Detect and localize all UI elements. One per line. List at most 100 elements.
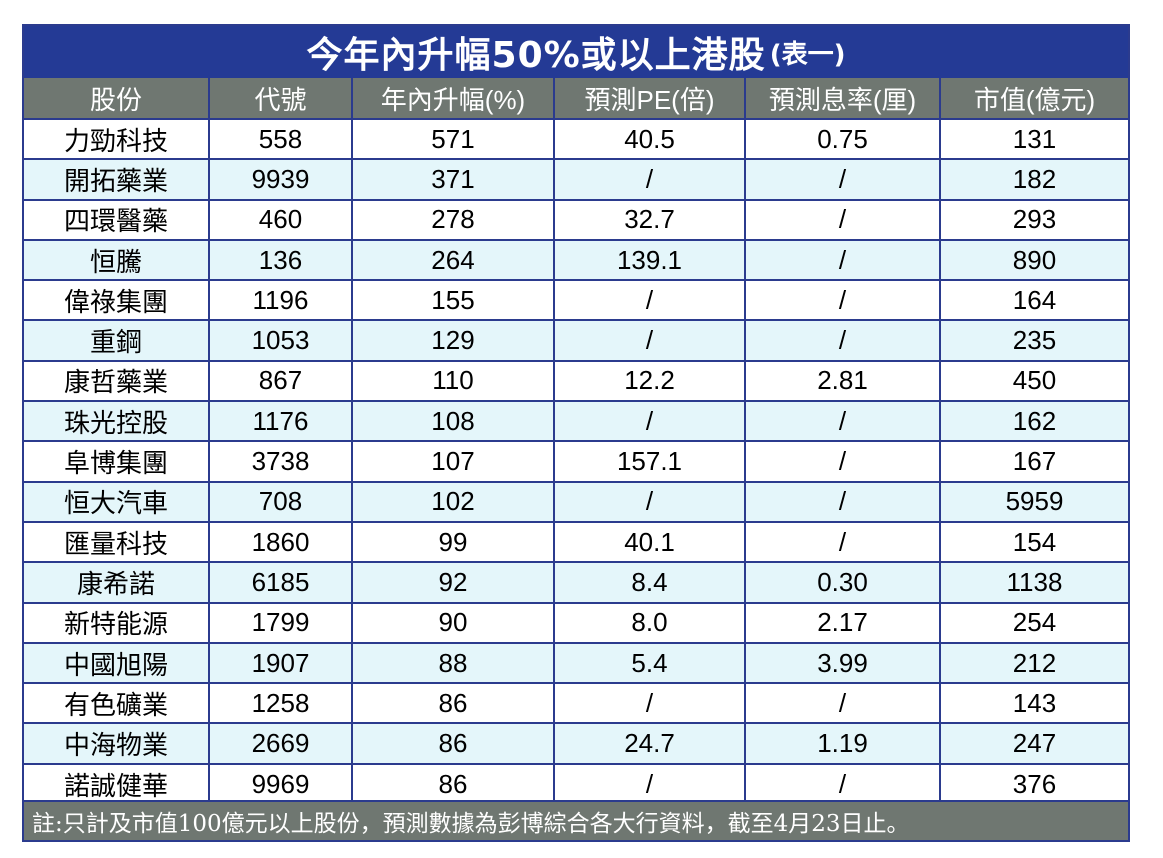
- cell-stock-name: 珠光控股: [24, 400, 209, 442]
- cell-code: 1053: [208, 319, 352, 361]
- table-row: 匯量科技 1860 99 40.1/154: [24, 520, 1128, 563]
- column-header-pe: 預測PE(倍): [553, 78, 745, 119]
- table-row: 有色礦業 1258 86//143: [24, 682, 1128, 724]
- cell-market-cap: 131: [939, 117, 1128, 160]
- cell-yield: /: [744, 198, 940, 240]
- cell-stock-name: 重鋼: [24, 319, 209, 361]
- cell-gain: 102: [351, 480, 554, 522]
- cell-pe: /: [553, 279, 745, 321]
- cell-yield: /: [744, 279, 940, 321]
- cell-yield: /: [744, 319, 940, 361]
- cell-gain: 88: [351, 641, 554, 684]
- cell-code: 1176: [208, 400, 352, 442]
- cell-stock-name: 中海物業: [24, 722, 209, 764]
- table-row: 康哲藥業 867 110 12.2 2.81 450: [24, 359, 1128, 402]
- cell-code: 3738: [208, 440, 352, 482]
- table-row: 力勁科技 558 571 40.5 0.75 131: [24, 117, 1128, 160]
- cell-stock-name: 偉祿集團: [24, 279, 209, 321]
- cell-market-cap: 235: [939, 319, 1128, 361]
- cell-market-cap: 450: [939, 359, 1128, 402]
- cell-market-cap: 1138: [939, 561, 1128, 603]
- table-row: 中海物業 2669 86 24.7 1.19 247: [24, 722, 1128, 764]
- stock-table: 股份 代號 年內升幅(%) 預測PE(倍) 預測息率(厘) 市值(億元) 力勁科…: [24, 78, 1128, 805]
- cell-gain: 129: [351, 319, 554, 361]
- cell-market-cap: 167: [939, 440, 1128, 482]
- cell-market-cap: 5959: [939, 480, 1128, 522]
- cell-yield: /: [744, 440, 940, 482]
- cell-yield: /: [744, 520, 940, 563]
- cell-code: 9939: [208, 158, 352, 200]
- table-row: 開拓藥業 9939 371//182: [24, 158, 1128, 200]
- title-bar: 今年內升幅50%或以上港股 (表一): [24, 26, 1128, 78]
- column-header-gain: 年內升幅(%): [351, 78, 554, 119]
- cell-code: 558: [208, 117, 352, 160]
- cell-stock-name: 力勁科技: [24, 117, 209, 160]
- cell-market-cap: 162: [939, 400, 1128, 442]
- cell-pe: 8.0: [553, 601, 745, 643]
- cell-pe: 40.5: [553, 117, 745, 160]
- cell-pe: /: [553, 682, 745, 724]
- table-row: 重鋼 1053 129//235: [24, 319, 1128, 361]
- cell-yield: 2.81: [744, 359, 940, 402]
- cell-yield: /: [744, 400, 940, 442]
- cell-market-cap: 143: [939, 682, 1128, 724]
- cell-pe: /: [553, 480, 745, 522]
- cell-code: 9969: [208, 762, 352, 805]
- table-row: 偉祿集團 1196 155//164: [24, 279, 1128, 321]
- cell-market-cap: 890: [939, 238, 1128, 281]
- cell-code: 1860: [208, 520, 352, 563]
- table-row: 珠光控股 1176 108//162: [24, 400, 1128, 442]
- cell-pe: 32.7: [553, 198, 745, 240]
- cell-gain: 90: [351, 601, 554, 643]
- cell-code: 1799: [208, 601, 352, 643]
- cell-pe: 157.1: [553, 440, 745, 482]
- cell-stock-name: 康希諾: [24, 561, 209, 603]
- column-header-yield: 預測息率(厘): [744, 78, 940, 119]
- stock-table-frame: 今年內升幅50%或以上港股 (表一) 股份 代號 年內升幅(%) 預測PE(倍)…: [22, 24, 1130, 842]
- table-header: 股份 代號 年內升幅(%) 預測PE(倍) 預測息率(厘) 市值(億元): [24, 78, 1128, 119]
- cell-stock-name: 中國旭陽: [24, 641, 209, 684]
- cell-stock-name: 匯量科技: [24, 520, 209, 563]
- table-row: 恒大汽車 708 102//5959: [24, 480, 1128, 522]
- cell-pe: 24.7: [553, 722, 745, 764]
- cell-stock-name: 有色礦業: [24, 682, 209, 724]
- cell-code: 136: [208, 238, 352, 281]
- cell-yield: 1.19: [744, 722, 940, 764]
- cell-yield: /: [744, 238, 940, 281]
- cell-pe: /: [553, 319, 745, 361]
- cell-gain: 155: [351, 279, 554, 321]
- cell-yield: 0.75: [744, 117, 940, 160]
- table-row: 新特能源 1799 90 8.0 2.17 254: [24, 601, 1128, 643]
- cell-gain: 92: [351, 561, 554, 603]
- cell-pe: 40.1: [553, 520, 745, 563]
- cell-gain: 99: [351, 520, 554, 563]
- cell-pe: 5.4: [553, 641, 745, 684]
- cell-pe: /: [553, 400, 745, 442]
- cell-market-cap: 247: [939, 722, 1128, 764]
- cell-stock-name: 開拓藥業: [24, 158, 209, 200]
- cell-pe: 12.2: [553, 359, 745, 402]
- cell-yield: /: [744, 158, 940, 200]
- cell-yield: /: [744, 762, 940, 805]
- table-subtitle: (表一): [769, 39, 846, 70]
- cell-market-cap: 293: [939, 198, 1128, 240]
- cell-market-cap: 376: [939, 762, 1128, 805]
- cell-code: 6185: [208, 561, 352, 603]
- cell-gain: 107: [351, 440, 554, 482]
- column-header-stock: 股份: [24, 78, 209, 119]
- cell-stock-name: 諾誠健華: [24, 762, 209, 805]
- table-row: 中國旭陽 1907 88 5.4 3.99 212: [24, 641, 1128, 684]
- cell-gain: 371: [351, 158, 554, 200]
- cell-stock-name: 新特能源: [24, 601, 209, 643]
- cell-gain: 278: [351, 198, 554, 240]
- table-row: 阜博集團 3738 107 157.1/167: [24, 440, 1128, 482]
- table-title: 今年內升幅50%或以上港股: [306, 35, 766, 76]
- cell-code: 2669: [208, 722, 352, 764]
- cell-pe: /: [553, 158, 745, 200]
- cell-market-cap: 254: [939, 601, 1128, 643]
- cell-code: 460: [208, 198, 352, 240]
- cell-gain: 110: [351, 359, 554, 402]
- cell-stock-name: 康哲藥業: [24, 359, 209, 402]
- table-row: 康希諾 6185 92 8.4 0.30 1138: [24, 561, 1128, 603]
- cell-yield: 0.30: [744, 561, 940, 603]
